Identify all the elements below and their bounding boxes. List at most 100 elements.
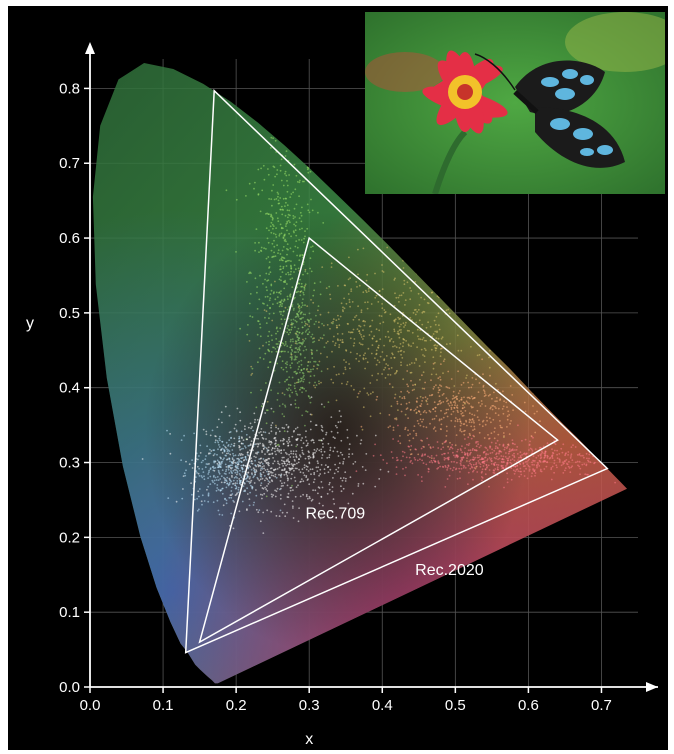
image-point [265,248,267,250]
image-point [251,367,254,370]
image-point [462,404,464,407]
image-point [439,465,441,468]
image-point [506,462,509,465]
image-point [291,350,294,352]
image-point [323,406,326,408]
image-point [279,327,282,330]
image-point [364,469,367,471]
image-point [274,475,277,478]
image-point [283,427,285,430]
image-point [343,284,346,287]
image-point [193,498,196,501]
image-point [284,155,287,157]
image-point [294,229,297,232]
image-point [297,267,300,270]
image-point [421,453,424,456]
image-point [214,476,217,479]
image-point [540,455,542,457]
image-point [355,281,358,283]
image-point [236,473,238,476]
image-point [309,267,311,270]
image-point [185,469,187,472]
image-point [183,472,186,475]
image-point [434,460,437,463]
image-point [584,473,587,476]
image-point [225,502,228,505]
image-point [310,270,313,273]
image-point [440,418,443,421]
image-point [491,408,494,411]
image-point [417,335,419,338]
image-point [277,195,279,198]
image-point [295,174,298,177]
image-point [299,371,301,374]
image-point [370,352,373,355]
image-point [349,351,352,354]
image-point [239,411,242,414]
image-point [318,360,321,363]
image-point [405,321,407,324]
image-point [538,446,541,449]
image-point [523,475,526,477]
image-point [236,407,239,410]
image-point [292,450,295,453]
image-point [371,374,374,377]
image-point [502,405,505,408]
image-point [365,291,368,293]
image-point [282,267,285,270]
image-point [412,437,415,440]
image-point [193,432,196,435]
image-point [453,397,455,399]
image-point [240,453,243,455]
image-point [357,392,360,395]
y-axis-arrow [85,42,95,54]
image-point [435,373,438,376]
image-point [415,411,418,414]
image-point [300,480,302,483]
image-point [510,478,513,481]
image-point [485,416,488,419]
image-point [410,362,413,364]
image-point [356,352,358,355]
image-point [550,478,553,481]
image-point [268,350,271,353]
image-point [475,463,477,466]
image-point [282,300,285,303]
image-point [247,324,249,326]
image-point [336,426,338,429]
image-point [497,447,499,450]
image-point [287,298,289,301]
image-point [521,454,523,456]
image-point [303,474,306,477]
image-point [292,517,295,519]
image-point [266,237,269,240]
image-point [225,441,228,444]
image-point [509,422,511,425]
image-point [220,448,223,451]
image-point [471,418,474,421]
image-point [278,310,281,313]
image-point [542,445,545,448]
image-point [455,417,457,419]
image-point [298,195,300,198]
image-point [246,333,249,336]
image-point [268,441,271,444]
image-point [295,240,298,243]
image-point [298,217,301,220]
image-point [281,482,283,485]
image-point [293,271,295,273]
image-point [243,481,246,484]
image-point [195,470,198,473]
image-point [398,294,401,297]
image-point [280,452,283,454]
image-point [620,448,622,451]
image-point [264,453,266,455]
image-point [217,441,220,444]
image-point [604,457,607,460]
image-point [288,440,291,443]
image-point [513,459,516,462]
image-point [535,393,538,395]
image-point [447,408,450,411]
image-point [330,266,333,268]
image-point [400,294,403,297]
